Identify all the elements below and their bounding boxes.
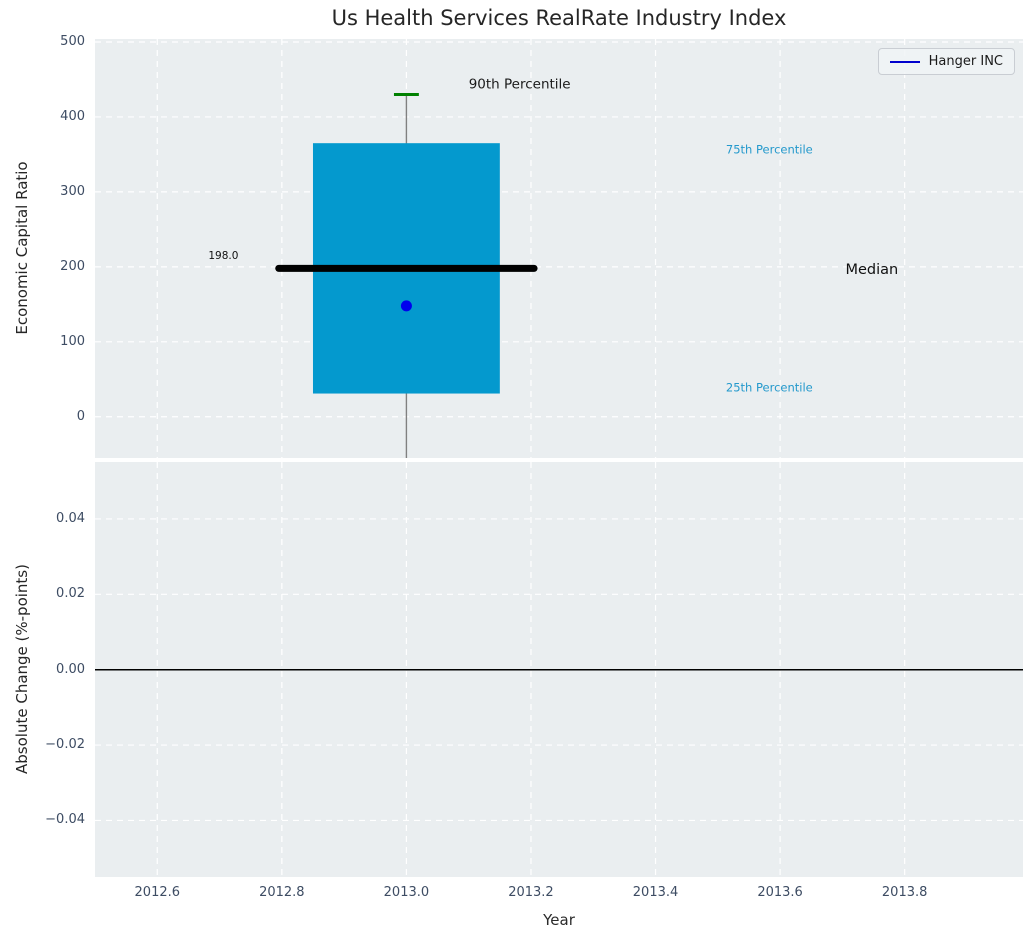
figure: Us Health Services RealRate Industry Ind… <box>0 0 1034 942</box>
legend-line-swatch <box>890 61 920 63</box>
y-tick-label-top: 100 <box>0 333 85 351</box>
y-tick-label-bottom: 0.04 <box>0 510 85 528</box>
top-plot-area: 90th Percentile75th PercentileMedian25th… <box>95 39 1023 458</box>
box-plot-canvas <box>95 39 1023 458</box>
data-point <box>401 300 412 311</box>
x-tick-label: 2013.8 <box>882 885 928 900</box>
legend-label: Hanger INC <box>929 54 1003 69</box>
x-tick-label: 2013.0 <box>384 885 430 900</box>
y-tick-label-top: 400 <box>0 108 85 126</box>
y-tick-label-bottom: −0.04 <box>0 811 85 829</box>
x-tick-label: 2013.4 <box>633 885 679 900</box>
x-tick-label: 2013.6 <box>757 885 803 900</box>
y-tick-label-top: 0 <box>0 408 85 426</box>
x-tick-label: 2012.8 <box>259 885 305 900</box>
x-tick-label: 2013.2 <box>508 885 554 900</box>
y-tick-label-bottom: 0.02 <box>0 585 85 603</box>
x-tick-label: 2012.6 <box>135 885 181 900</box>
y-tick-label-top: 500 <box>0 33 85 51</box>
y-tick-label-top: 200 <box>0 258 85 276</box>
y-tick-label-top: 300 <box>0 183 85 201</box>
y-axis-label-top: Economic Capital Ratio <box>13 98 31 398</box>
y-tick-label-bottom: 0.00 <box>0 661 85 679</box>
chart-title: Us Health Services RealRate Industry Ind… <box>95 6 1023 30</box>
x-axis-label: Year <box>95 911 1023 929</box>
legend: Hanger INC <box>878 48 1015 75</box>
change-plot-canvas <box>95 462 1023 877</box>
y-tick-label-bottom: −0.02 <box>0 736 85 754</box>
bottom-plot-area <box>95 462 1023 877</box>
